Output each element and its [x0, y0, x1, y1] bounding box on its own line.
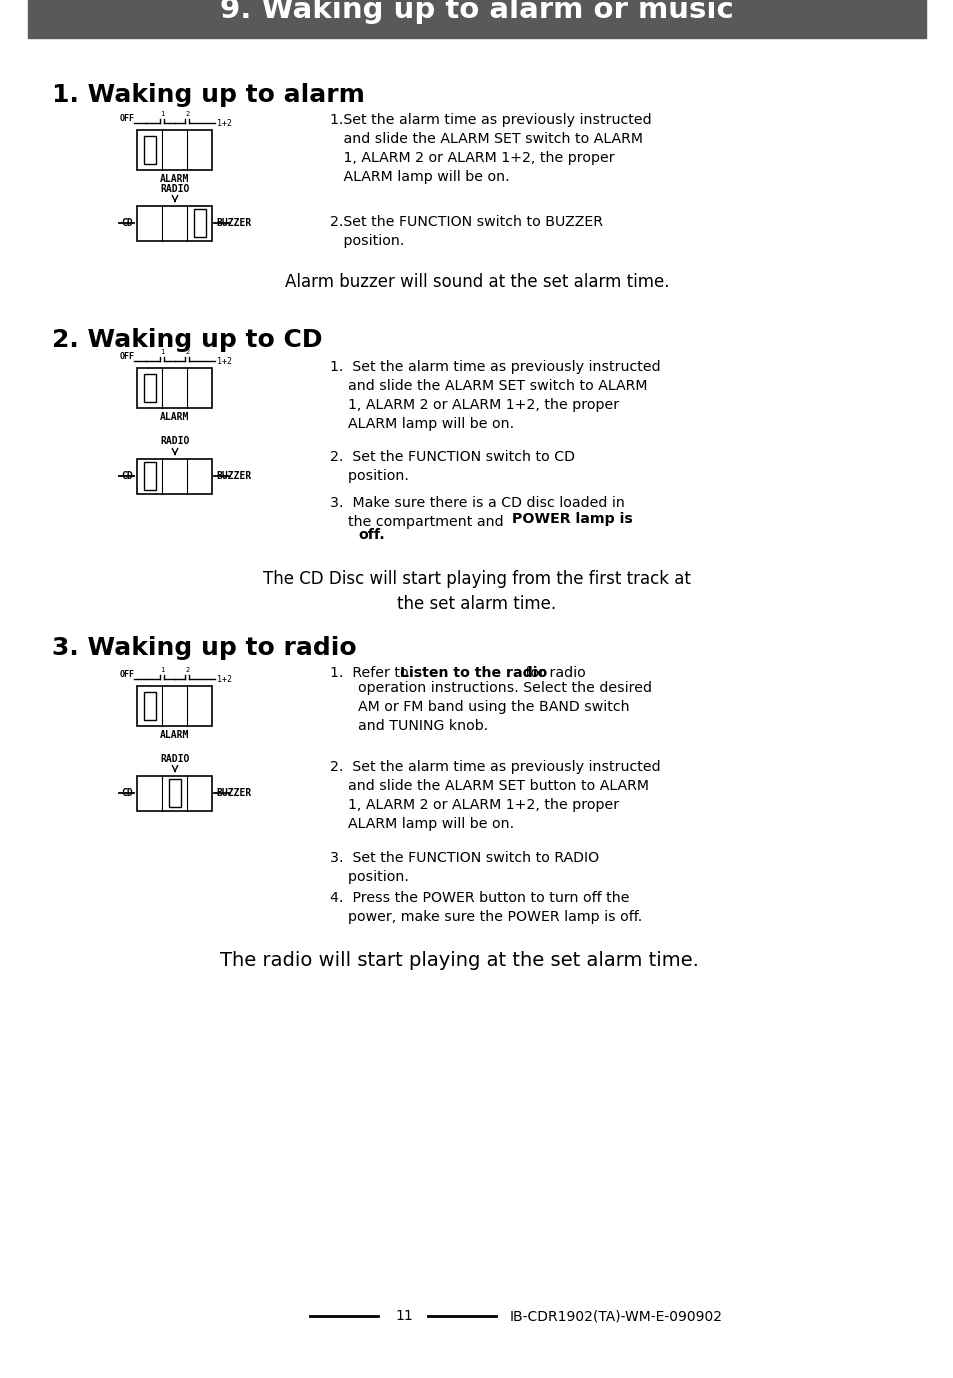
Bar — [137, 686, 213, 726]
Bar — [137, 776, 213, 810]
Text: BUZZER: BUZZER — [216, 218, 252, 227]
Text: 2. Waking up to CD: 2. Waking up to CD — [52, 328, 322, 351]
Text: BUZZER: BUZZER — [216, 788, 252, 798]
Text: 9. Waking up to alarm or music: 9. Waking up to alarm or music — [220, 0, 733, 25]
Text: 1.  Set the alarm time as previously instructed
    and slide the ALARM SET swit: 1. Set the alarm time as previously inst… — [330, 360, 659, 431]
Text: CD: CD — [122, 218, 133, 227]
Text: 3.  Set the FUNCTION switch to RADIO
    position.: 3. Set the FUNCTION switch to RADIO posi… — [330, 852, 598, 883]
Text: 2.Set the FUNCTION switch to BUZZER
   position.: 2.Set the FUNCTION switch to BUZZER posi… — [330, 215, 602, 248]
Text: 1+2: 1+2 — [217, 357, 233, 365]
Text: Alarm buzzer will sound at the set alarm time.: Alarm buzzer will sound at the set alarm… — [284, 273, 669, 291]
Bar — [170, 780, 180, 806]
Bar — [28, 0, 925, 39]
Text: IB-CDR1902(TA)-WM-E-090902: IB-CDR1902(TA)-WM-E-090902 — [510, 1309, 722, 1323]
Text: 2: 2 — [185, 112, 190, 117]
Text: BUZZER: BUZZER — [216, 471, 252, 481]
Text: The radio will start playing at the set alarm time.: The radio will start playing at the set … — [220, 951, 699, 970]
Text: ALARM: ALARM — [160, 412, 190, 422]
Text: CD: CD — [122, 471, 133, 481]
Text: 1+2: 1+2 — [217, 119, 233, 128]
Bar — [144, 373, 155, 402]
Text: 1. Waking up to alarm: 1. Waking up to alarm — [52, 83, 364, 107]
Bar — [144, 692, 155, 719]
Bar — [144, 463, 155, 489]
Bar — [194, 209, 206, 237]
Text: 2.  Set the alarm time as previously instructed
    and slide the ALARM SET butt: 2. Set the alarm time as previously inst… — [330, 761, 659, 831]
Text: 1: 1 — [160, 667, 165, 672]
Text: 2: 2 — [185, 667, 190, 672]
Text: 1.  Refer to: 1. Refer to — [330, 666, 413, 679]
Text: OFF: OFF — [119, 670, 134, 679]
Text: 1.Set the alarm time as previously instructed
   and slide the ALARM SET switch : 1.Set the alarm time as previously instr… — [330, 113, 651, 183]
Text: ALARM: ALARM — [160, 730, 190, 740]
Text: OFF: OFF — [119, 114, 134, 123]
Text: OFF: OFF — [119, 351, 134, 361]
Text: 1: 1 — [160, 349, 165, 356]
Bar — [137, 368, 213, 408]
Text: CD: CD — [122, 788, 133, 798]
Text: for radio: for radio — [520, 666, 585, 679]
Text: 2: 2 — [185, 349, 190, 356]
Text: 2.  Set the FUNCTION switch to CD
    position.: 2. Set the FUNCTION switch to CD positio… — [330, 451, 575, 482]
Bar — [137, 130, 213, 169]
Text: RADIO: RADIO — [160, 437, 190, 446]
Text: off.: off. — [357, 528, 384, 542]
Text: ALARM: ALARM — [160, 174, 190, 185]
Text: 3.  Make sure there is a CD disc loaded in
    the compartment and: 3. Make sure there is a CD disc loaded i… — [330, 496, 624, 529]
Text: POWER lamp is: POWER lamp is — [512, 513, 632, 526]
Text: RADIO: RADIO — [160, 754, 190, 763]
Bar — [137, 459, 213, 493]
Bar — [137, 205, 213, 241]
Text: 11: 11 — [395, 1309, 413, 1323]
Bar — [144, 136, 155, 164]
Text: 4.  Press the POWER button to turn off the
    power, make sure the POWER lamp i: 4. Press the POWER button to turn off th… — [330, 892, 641, 925]
Text: 1+2: 1+2 — [217, 674, 233, 683]
Text: 1: 1 — [160, 112, 165, 117]
Text: RADIO: RADIO — [160, 183, 190, 193]
Text: 3. Waking up to radio: 3. Waking up to radio — [52, 637, 356, 660]
Text: Listen to the radio: Listen to the radio — [399, 666, 547, 679]
Text: operation instructions. Select the desired
AM or FM band using the BAND switch
a: operation instructions. Select the desir… — [357, 681, 651, 733]
Text: The CD Disc will start playing from the first track at
the set alarm time.: The CD Disc will start playing from the … — [263, 570, 690, 613]
